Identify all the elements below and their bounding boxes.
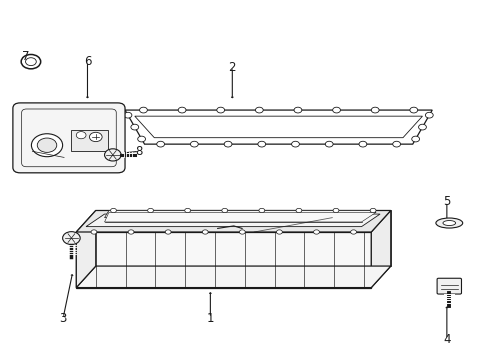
Circle shape <box>37 138 57 152</box>
Circle shape <box>258 208 264 213</box>
Circle shape <box>332 107 340 113</box>
Circle shape <box>255 107 263 113</box>
Circle shape <box>332 208 338 213</box>
Circle shape <box>128 230 134 234</box>
Polygon shape <box>104 212 375 222</box>
Circle shape <box>110 208 116 213</box>
Polygon shape <box>86 214 379 226</box>
Text: 7: 7 <box>22 50 30 63</box>
Circle shape <box>276 230 282 234</box>
Circle shape <box>295 208 301 213</box>
Text: 3: 3 <box>60 311 67 325</box>
Polygon shape <box>125 110 431 144</box>
Circle shape <box>224 141 231 147</box>
FancyBboxPatch shape <box>21 109 116 167</box>
Polygon shape <box>104 211 373 218</box>
Circle shape <box>325 141 332 147</box>
Text: 1: 1 <box>206 311 214 325</box>
Circle shape <box>139 107 147 113</box>
Text: 4: 4 <box>442 333 449 346</box>
Polygon shape <box>76 266 390 288</box>
Circle shape <box>369 208 375 213</box>
Circle shape <box>425 112 432 118</box>
Circle shape <box>291 141 299 147</box>
Circle shape <box>418 124 426 130</box>
Bar <box>71 130 108 151</box>
FancyBboxPatch shape <box>436 278 461 294</box>
Circle shape <box>91 230 97 234</box>
Text: 5: 5 <box>442 195 449 208</box>
Circle shape <box>409 107 417 113</box>
Circle shape <box>138 136 145 142</box>
Circle shape <box>216 107 224 113</box>
Circle shape <box>147 208 153 213</box>
Text: 6: 6 <box>83 55 91 68</box>
Circle shape <box>190 141 198 147</box>
Circle shape <box>239 230 245 234</box>
Polygon shape <box>76 211 96 288</box>
Circle shape <box>178 107 185 113</box>
Polygon shape <box>135 116 422 138</box>
Circle shape <box>293 107 301 113</box>
Circle shape <box>25 58 36 66</box>
Circle shape <box>76 132 86 139</box>
Circle shape <box>184 208 190 213</box>
Circle shape <box>21 54 41 69</box>
Circle shape <box>89 132 102 141</box>
Circle shape <box>358 141 366 147</box>
Circle shape <box>350 230 356 234</box>
Ellipse shape <box>435 218 462 228</box>
Text: 2: 2 <box>228 60 236 73</box>
Polygon shape <box>76 211 390 232</box>
Circle shape <box>31 134 62 157</box>
Circle shape <box>62 231 80 244</box>
Polygon shape <box>96 211 390 266</box>
Circle shape <box>411 136 419 142</box>
Circle shape <box>131 124 139 130</box>
Circle shape <box>124 112 132 118</box>
Ellipse shape <box>442 221 455 226</box>
Polygon shape <box>370 211 390 288</box>
Circle shape <box>370 107 378 113</box>
Circle shape <box>392 141 400 147</box>
Circle shape <box>157 141 164 147</box>
Circle shape <box>104 149 121 161</box>
Circle shape <box>202 230 208 234</box>
FancyBboxPatch shape <box>13 103 125 173</box>
Circle shape <box>222 208 227 213</box>
Text: 8: 8 <box>135 145 142 158</box>
Circle shape <box>165 230 171 234</box>
Circle shape <box>313 230 319 234</box>
Circle shape <box>257 141 265 147</box>
Polygon shape <box>76 232 370 288</box>
